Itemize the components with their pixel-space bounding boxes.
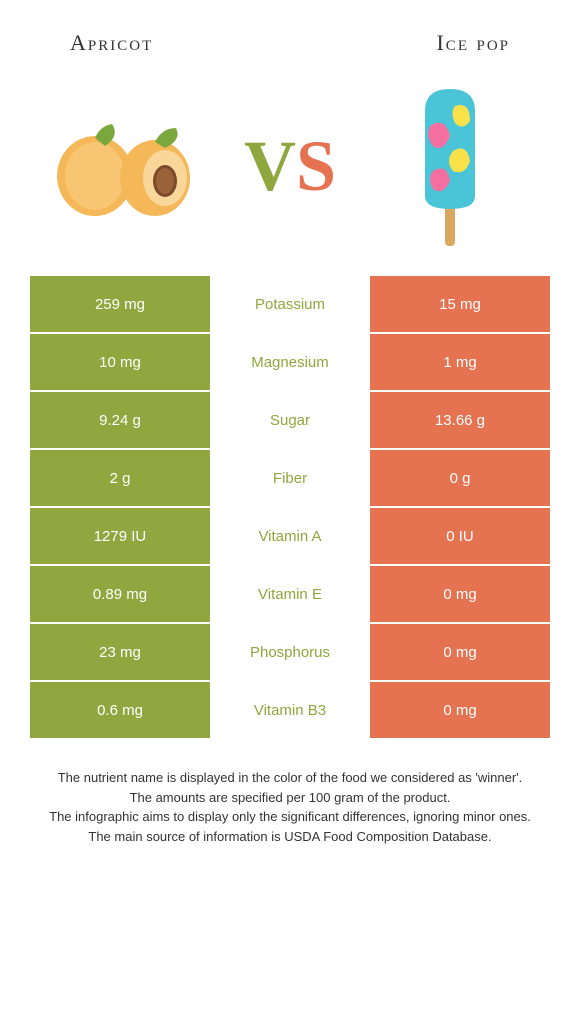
cell-left: 0.89 mg xyxy=(30,566,210,622)
cell-right: 0 g xyxy=(370,450,550,506)
cell-right: 0 mg xyxy=(370,624,550,680)
cell-right: 15 mg xyxy=(370,276,550,332)
cell-left: 23 mg xyxy=(30,624,210,680)
images-row: VS xyxy=(20,76,560,276)
cell-left: 259 mg xyxy=(30,276,210,332)
footnote-line: The amounts are specified per 100 gram o… xyxy=(35,788,545,808)
header-left: Apricot xyxy=(70,30,153,56)
vs-text: VS xyxy=(244,125,336,208)
cell-right: 0 mg xyxy=(370,566,550,622)
cell-mid: Vitamin E xyxy=(210,566,370,622)
cell-mid: Sugar xyxy=(210,392,370,448)
cell-left: 1279 IU xyxy=(30,508,210,564)
table-row: 0.6 mgVitamin B30 mg xyxy=(30,682,550,738)
footnote-line: The infographic aims to display only the… xyxy=(35,807,545,827)
header-row: Apricot Ice pop xyxy=(20,20,560,76)
cell-right: 0 IU xyxy=(370,508,550,564)
table-row: 1279 IUVitamin A0 IU xyxy=(30,508,550,564)
vs-s: S xyxy=(296,126,336,206)
cell-right: 13.66 g xyxy=(370,392,550,448)
table-row: 259 mgPotassium15 mg xyxy=(30,276,550,332)
cell-mid: Magnesium xyxy=(210,334,370,390)
apricot-image xyxy=(50,86,210,246)
cell-right: 1 mg xyxy=(370,334,550,390)
cell-left: 2 g xyxy=(30,450,210,506)
table-row: 10 mgMagnesium1 mg xyxy=(30,334,550,390)
cell-right: 0 mg xyxy=(370,682,550,738)
table-row: 0.89 mgVitamin E0 mg xyxy=(30,566,550,622)
footnote: The nutrient name is displayed in the co… xyxy=(20,768,560,846)
header-right: Ice pop xyxy=(436,30,510,56)
comparison-table: 259 mgPotassium15 mg10 mgMagnesium1 mg9.… xyxy=(30,276,550,738)
cell-mid: Vitamin B3 xyxy=(210,682,370,738)
footnote-line: The main source of information is USDA F… xyxy=(35,827,545,847)
icepop-image xyxy=(370,86,530,246)
cell-mid: Phosphorus xyxy=(210,624,370,680)
cell-mid: Potassium xyxy=(210,276,370,332)
cell-left: 0.6 mg xyxy=(30,682,210,738)
cell-mid: Vitamin A xyxy=(210,508,370,564)
table-row: 23 mgPhosphorus0 mg xyxy=(30,624,550,680)
table-row: 9.24 gSugar13.66 g xyxy=(30,392,550,448)
cell-left: 10 mg xyxy=(30,334,210,390)
apricot-icon xyxy=(50,96,210,236)
table-row: 2 gFiber0 g xyxy=(30,450,550,506)
icepop-icon xyxy=(395,81,505,251)
vs-v: V xyxy=(244,126,296,206)
cell-mid: Fiber xyxy=(210,450,370,506)
cell-left: 9.24 g xyxy=(30,392,210,448)
footnote-line: The nutrient name is displayed in the co… xyxy=(35,768,545,788)
